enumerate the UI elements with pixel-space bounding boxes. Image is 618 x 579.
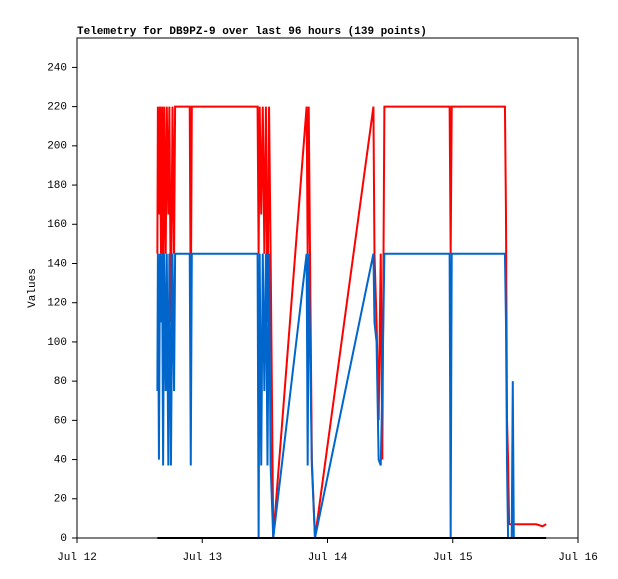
y-tick-label: 140 [47, 258, 67, 270]
y-tick-label: 160 [47, 219, 67, 231]
y-tick-label: 220 [47, 102, 67, 114]
x-tick-label: Jul 16 [558, 552, 598, 564]
y-tick-label: 60 [54, 415, 67, 427]
chart-title: Telemetry for DB9PZ-9 over last 96 hours… [77, 26, 427, 38]
x-tick-label: Jul 15 [433, 552, 473, 564]
series-line [156, 105, 547, 539]
series-line [156, 252, 547, 539]
y-tick-label: 0 [60, 533, 67, 545]
y-tick-label: 120 [47, 298, 67, 310]
y-tick-label: 180 [47, 180, 67, 192]
x-tick-label: Jul 12 [57, 552, 97, 564]
y-tick-label: 200 [47, 141, 67, 153]
plot-frame [76, 37, 579, 539]
y-tick-label: 20 [54, 494, 67, 506]
y-axis-label: Values [27, 268, 39, 308]
y-tick-label: 100 [47, 337, 67, 349]
y-tick-label: 80 [54, 376, 67, 388]
y-tick-label: 240 [47, 62, 67, 74]
x-tick-label: Jul 13 [182, 552, 222, 564]
y-tick-label: 40 [54, 454, 67, 466]
x-tick-label: Jul 14 [308, 552, 348, 564]
